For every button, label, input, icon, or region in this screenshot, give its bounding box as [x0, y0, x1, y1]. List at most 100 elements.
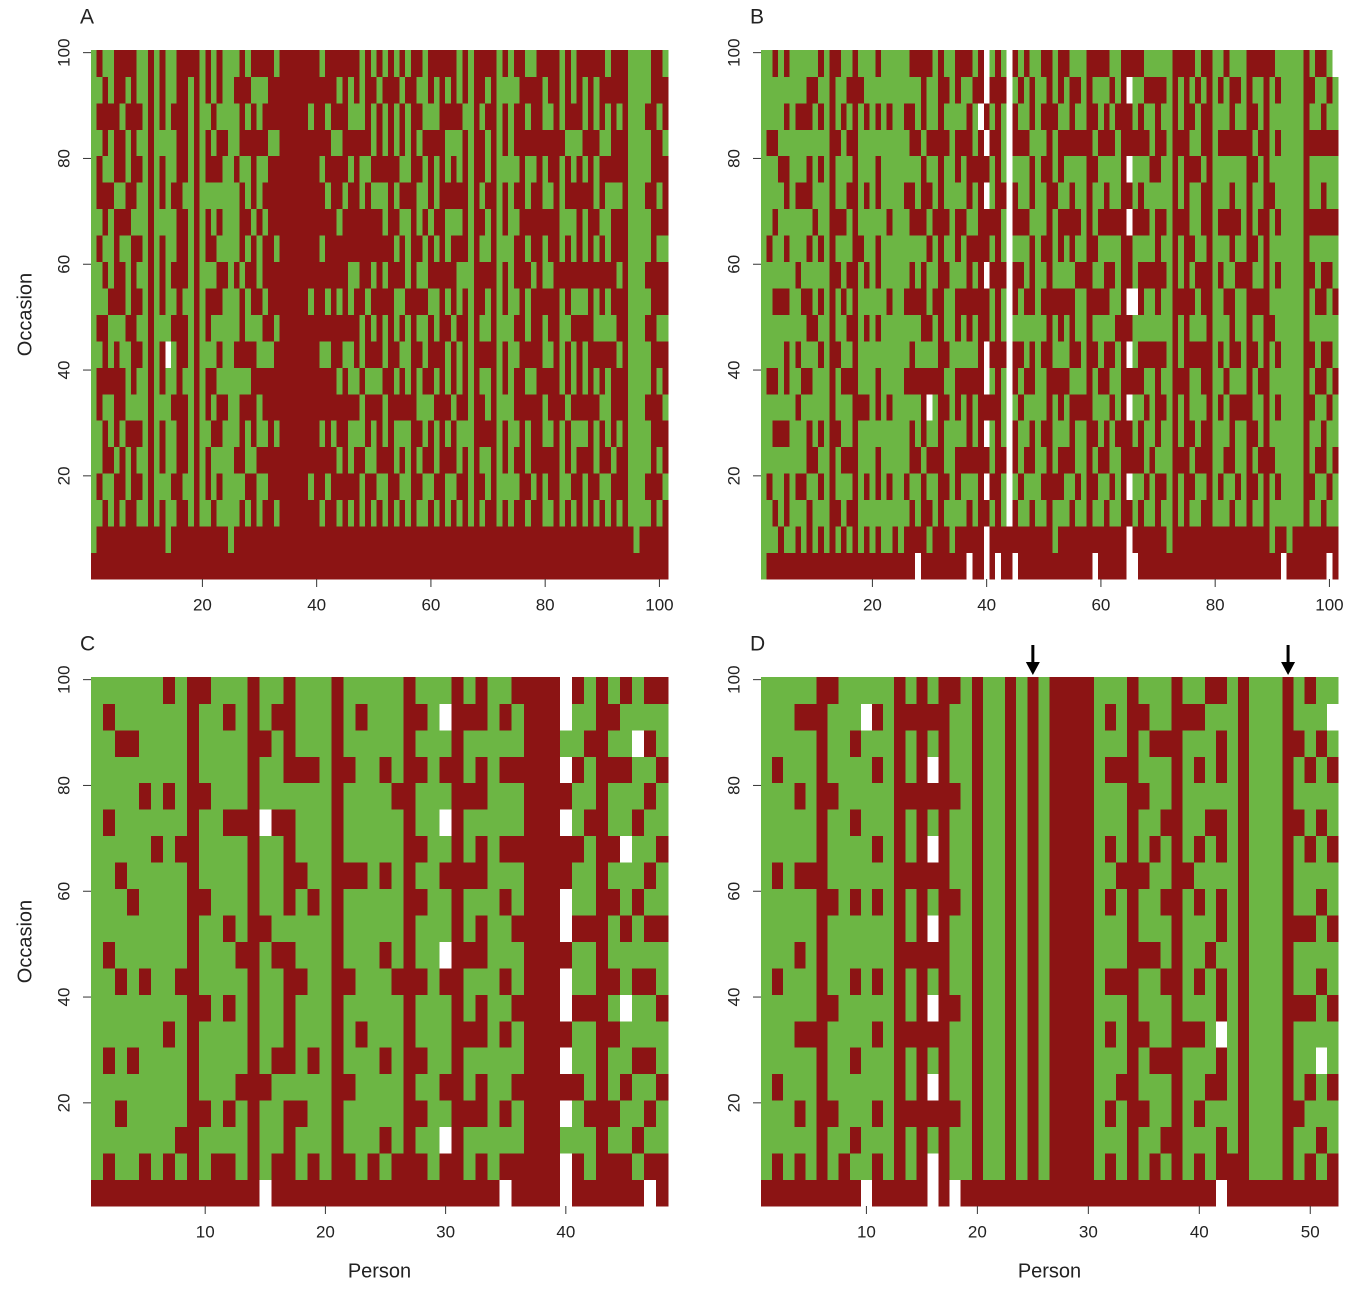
cell: [1212, 261, 1219, 289]
cell: [205, 314, 212, 342]
cell: [490, 393, 498, 421]
cell: [511, 1073, 525, 1101]
cell: [319, 50, 326, 77]
cell: [319, 340, 326, 368]
cell: [823, 76, 830, 104]
cell: [772, 182, 779, 210]
cell: [91, 288, 98, 315]
cell: [268, 182, 275, 210]
y-tick-label: 20: [724, 466, 743, 485]
cell: [858, 473, 865, 501]
cell: [535, 1073, 549, 1101]
cell: [542, 129, 549, 157]
cell: [102, 314, 109, 342]
cell: [439, 552, 446, 580]
cell: [108, 76, 115, 104]
cell: [279, 288, 286, 315]
cell: [1263, 393, 1270, 421]
cell: [295, 915, 308, 942]
cell: [342, 182, 349, 210]
cell: [530, 314, 538, 342]
cell: [182, 393, 189, 421]
cell: [216, 420, 223, 448]
cell: [307, 1126, 320, 1154]
cell: [199, 102, 206, 130]
cell: [136, 340, 143, 368]
cell: [379, 1047, 392, 1075]
cell: [1109, 235, 1116, 262]
cell: [898, 526, 905, 553]
cell: [307, 729, 320, 757]
cell: [1320, 499, 1327, 527]
cell: [496, 499, 503, 527]
cell: [1132, 182, 1139, 210]
cell: [119, 208, 126, 236]
cell: [479, 235, 486, 262]
cell: [1326, 76, 1333, 104]
cell: [1155, 155, 1162, 183]
cell: [1326, 208, 1333, 236]
cell: [271, 835, 284, 863]
cell: [761, 367, 768, 395]
cell: [800, 129, 808, 157]
cell: [216, 473, 223, 501]
cell: [511, 729, 525, 757]
cell: [583, 729, 597, 757]
cell: [523, 1153, 537, 1180]
cell: [1223, 393, 1230, 421]
cell: [1092, 552, 1099, 580]
cell: [1229, 76, 1236, 104]
cell: [1246, 208, 1253, 236]
cell: [553, 420, 560, 448]
cell: [193, 420, 200, 448]
cell: [1212, 526, 1219, 553]
cell: [1046, 473, 1053, 501]
cell: [228, 446, 235, 474]
cell: [1286, 552, 1293, 580]
cell: [1263, 552, 1270, 580]
cell: [583, 1047, 597, 1075]
cell: [108, 50, 115, 77]
cell: [1286, 129, 1293, 157]
cell: [490, 473, 498, 501]
cell: [393, 340, 400, 368]
cell: [875, 288, 882, 315]
cell: [1069, 552, 1076, 580]
cell: [188, 340, 195, 368]
cell: [542, 393, 549, 421]
cell: [113, 50, 120, 77]
cell: [233, 129, 240, 157]
cell: [296, 499, 303, 527]
cell: [610, 102, 617, 130]
cell: [199, 76, 206, 104]
cell: [96, 129, 103, 157]
cell: [966, 208, 973, 236]
cell: [607, 677, 621, 704]
cell: [113, 288, 120, 315]
cell: [1292, 129, 1299, 157]
cell: [1063, 393, 1070, 421]
cell: [473, 50, 480, 77]
cell: [382, 50, 389, 77]
cell: [91, 1073, 104, 1101]
cell: [1275, 235, 1282, 262]
cell: [583, 809, 597, 837]
cell: [846, 420, 853, 448]
cell: [159, 420, 166, 448]
cell: [1320, 526, 1327, 553]
cell: [1023, 261, 1030, 289]
cell: [125, 499, 132, 527]
cell: [1246, 102, 1253, 130]
cell: [1069, 314, 1076, 342]
cell: [619, 1100, 633, 1128]
cell: [619, 729, 633, 757]
cell: [1183, 420, 1190, 448]
cell: [228, 50, 235, 77]
cell: [1332, 208, 1339, 236]
cell: [176, 526, 183, 553]
cell: [211, 809, 224, 837]
cell: [290, 76, 298, 104]
cell: [619, 809, 633, 837]
cell: [1086, 102, 1093, 130]
cell: [570, 235, 577, 262]
